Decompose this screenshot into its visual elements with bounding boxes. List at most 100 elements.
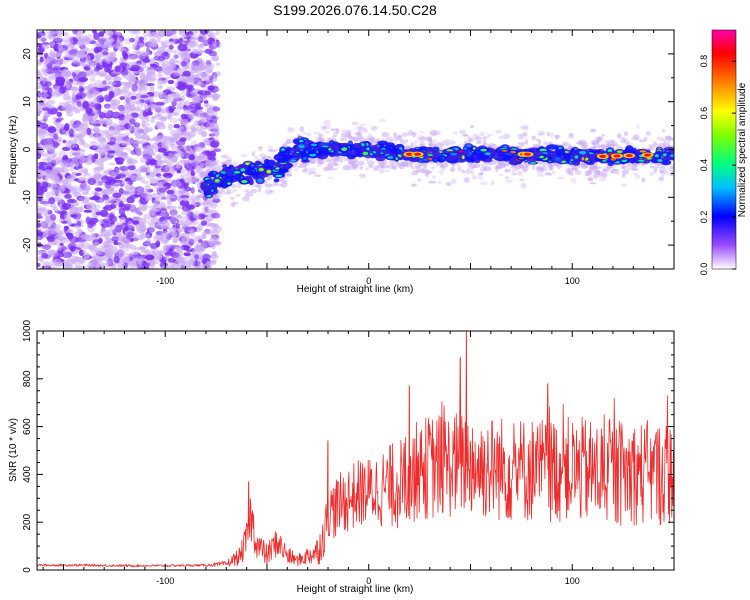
- signal-halo: [394, 135, 403, 141]
- noise-blob: [166, 189, 175, 195]
- noise-blob: [50, 105, 55, 109]
- signal-halo: [482, 136, 487, 141]
- noise-blob: [70, 86, 77, 92]
- signal-halo: [411, 131, 418, 135]
- signal-halo: [392, 161, 400, 165]
- noise-blob: [128, 53, 138, 60]
- noise-blob: [140, 145, 146, 149]
- signal-halo: [221, 189, 225, 193]
- signal-halo: [601, 172, 608, 178]
- noise-blob: [169, 217, 179, 224]
- noise-blob: [161, 64, 170, 71]
- signal-halo: [522, 168, 527, 173]
- signal-halo: [590, 166, 599, 170]
- noise-blob: [79, 234, 89, 239]
- noise-blob: [189, 254, 196, 259]
- noise-blob: [136, 229, 144, 234]
- noise-blob: [110, 51, 117, 59]
- noise-blob: [125, 147, 132, 152]
- signal-halo: [341, 156, 347, 159]
- noise-blob: [108, 258, 114, 266]
- signal-halo: [556, 177, 565, 180]
- noise-blob: [203, 139, 213, 143]
- noise-blob: [46, 76, 56, 81]
- signal-halo: [232, 161, 238, 166]
- noise-blob: [170, 72, 180, 80]
- noise-blob: [74, 190, 79, 198]
- noise-blob: [209, 122, 219, 131]
- noise-blob: [124, 114, 133, 119]
- noise-blob: [197, 152, 207, 161]
- noise-blob: [94, 187, 103, 192]
- signal-halo: [649, 171, 655, 176]
- noise-blob: [56, 232, 64, 235]
- noise-blob: [195, 245, 204, 252]
- noise-blob: [88, 261, 93, 267]
- noise-blob: [206, 33, 215, 38]
- noise-blob: [54, 64, 62, 68]
- signal-halo: [391, 164, 398, 170]
- noise-blob: [44, 56, 50, 65]
- noise-blob: [149, 76, 158, 81]
- noise-blob: [69, 133, 75, 138]
- signal-halo: [578, 139, 587, 146]
- noise-blob: [191, 48, 198, 54]
- signal-halo: [470, 170, 474, 177]
- noise-blob: [113, 242, 123, 246]
- signal-halo: [302, 131, 308, 135]
- noise-blob: [170, 143, 174, 148]
- noise-blob: [81, 176, 87, 181]
- noise-blob: [67, 54, 75, 60]
- noise-blob: [152, 235, 160, 243]
- noise-blob: [107, 176, 117, 183]
- signal-halo: [504, 176, 510, 180]
- noise-blob: [170, 230, 178, 237]
- noise-blob: [162, 228, 168, 234]
- noise-blob: [140, 250, 148, 254]
- noise-blob: [118, 88, 128, 96]
- noise-blob: [91, 119, 100, 125]
- noise-blob: [154, 65, 163, 72]
- noise-blob: [43, 202, 49, 207]
- noise-blob: [78, 197, 88, 201]
- noise-blob: [89, 40, 97, 45]
- noise-blob: [193, 213, 200, 219]
- noise-blob: [176, 181, 182, 187]
- signal-halo: [624, 139, 630, 145]
- noise-blob: [164, 176, 172, 183]
- noise-blob: [152, 168, 159, 173]
- signal-halo: [285, 173, 293, 177]
- noise-blob: [166, 195, 177, 199]
- noise-blob: [45, 147, 52, 151]
- noise-blob: [95, 258, 103, 263]
- noise-blob: [87, 221, 94, 229]
- noise-blob: [157, 147, 167, 153]
- noise-blob: [69, 149, 74, 157]
- noise-blob: [135, 146, 141, 154]
- signal-halo: [453, 132, 458, 134]
- noise-blob: [77, 71, 87, 79]
- noise-blob: [155, 173, 162, 177]
- noise-blob: [196, 48, 203, 55]
- noise-blob: [138, 36, 144, 42]
- signal-halo: [658, 176, 665, 182]
- signal-halo: [441, 143, 450, 147]
- noise-blob: [109, 136, 116, 144]
- noise-blob: [146, 144, 155, 151]
- signal-halo: [245, 189, 250, 192]
- noise-blob: [193, 144, 200, 151]
- noise-blob: [163, 178, 169, 184]
- signal-halo: [257, 146, 263, 149]
- signal-halo: [478, 132, 486, 137]
- noise-blob: [146, 111, 153, 116]
- noise-blob: [124, 100, 130, 106]
- noise-blob: [47, 183, 58, 188]
- noise-blob: [50, 229, 58, 235]
- signal-halo: [323, 119, 331, 125]
- signal-halo: [347, 132, 352, 138]
- noise-blob: [127, 91, 132, 96]
- noise-blob: [167, 79, 175, 85]
- noise-blob: [104, 103, 111, 109]
- signal-halo: [656, 137, 664, 141]
- noise-blob: [111, 236, 120, 242]
